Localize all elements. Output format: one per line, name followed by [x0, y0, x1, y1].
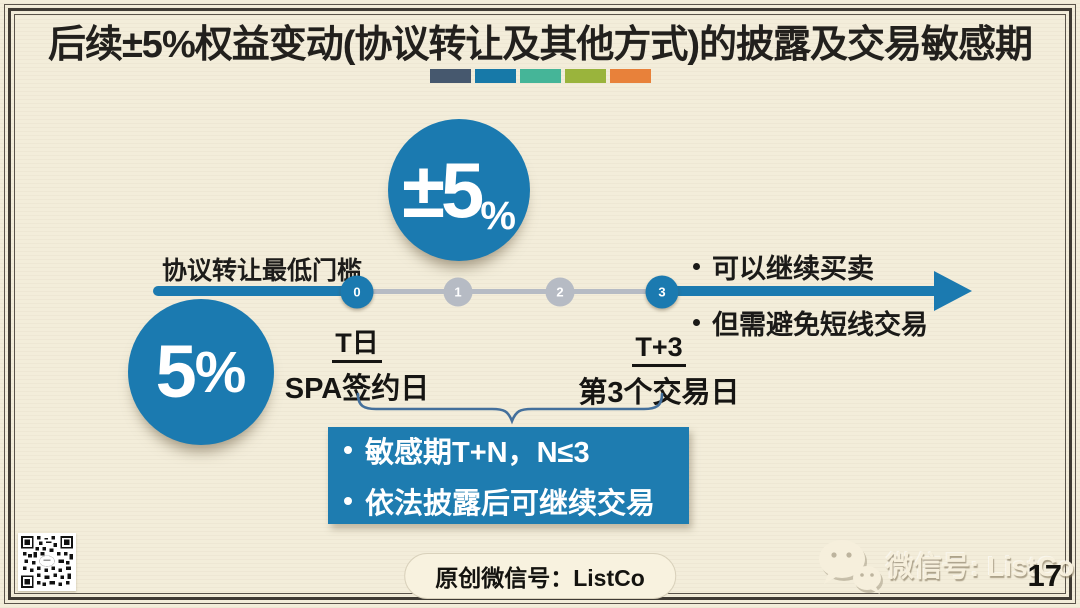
wechat-watermark-text: 微信号: ListCo [886, 551, 1075, 582]
underbrace-icon [356, 392, 664, 425]
accent-bar-5 [609, 69, 651, 83]
timeline-dot-2: 2 [545, 277, 575, 307]
slide-title: 后续±5%权益变动(协议转让及其他方式)的披露及交易敏感期 [47, 24, 1033, 66]
accent-bar-3 [519, 69, 561, 83]
bullet-dot-icon [693, 319, 700, 326]
page-number: 17 [1027, 558, 1062, 593]
after-bullet-2: 但需避免短线交易 [693, 303, 928, 342]
title-accent-bars [0, 69, 1080, 83]
timeline-segment-before [153, 286, 359, 296]
plus-minus-5pct-circle: ±5 % [388, 119, 530, 261]
info-box-bullet-1: 敏感期T+N，N≤3 [344, 429, 689, 471]
info-box-bullet-2: 依法披露后可继续交易 [344, 480, 689, 522]
timeline-segment-sensitive [357, 289, 662, 294]
five-pct-value: 5 [155, 330, 197, 413]
origin-wechat-badge: 原创微信号：ListCo [404, 553, 676, 599]
timeline-dot-3-label: 3 [658, 284, 666, 300]
t-day-top: T日 [332, 328, 382, 363]
t-plus-3-label: T+3 第3个交易日 [569, 332, 749, 411]
bullet-dot-icon [344, 497, 352, 505]
t-day-label: T日 SPA签约日 [272, 328, 442, 407]
t-plus-3-top: T+3 [632, 332, 686, 367]
wechat-logo-icon [819, 540, 883, 594]
after-bullet-2-text: 但需避免短线交易 [712, 310, 928, 340]
timeline-dot-3: 3 [645, 275, 679, 309]
accent-bar-1 [429, 69, 471, 83]
timeline-dot-2-label: 2 [556, 284, 564, 300]
timeline-arrowhead [934, 271, 972, 311]
after-bullet-1-text: 可以继续买卖 [712, 254, 874, 284]
origin-wechat-badge-text: 原创微信号：ListCo [435, 565, 645, 591]
five-pct-threshold-circle: 5 % [128, 299, 274, 445]
plus-minus-5pct-unit: % [480, 194, 516, 238]
timeline-dot-0: 0 [340, 275, 374, 309]
accent-bar-4 [564, 69, 606, 83]
info-box-bullet-1-text: 敏感期T+N，N≤3 [365, 437, 590, 469]
t-day-bottom: SPA签约日 [284, 372, 430, 405]
timeline-dot-0-label: 0 [353, 284, 361, 300]
five-pct-unit: % [194, 339, 247, 405]
timeline-dot-1: 1 [443, 277, 473, 307]
sensitive-period-info-box: 敏感期T+N，N≤3 依法披露后可继续交易 [328, 427, 689, 524]
bullet-dot-icon [693, 263, 700, 270]
after-period-bullets: 可以继续买卖 但需避免短线交易 [693, 247, 928, 342]
after-bullet-1: 可以继续买卖 [693, 247, 928, 286]
info-box-bullet-2-text: 依法披露后可继续交易 [365, 488, 656, 520]
timeline-segment-after [662, 286, 940, 296]
plus-minus-5pct-value: ±5 [402, 146, 484, 234]
qr-code [18, 533, 76, 591]
accent-bar-2 [474, 69, 516, 83]
timeline-dot-1-label: 1 [454, 284, 462, 300]
bullet-dot-icon [344, 446, 352, 454]
threshold-label: 协议转让最低门槛 [162, 257, 363, 285]
